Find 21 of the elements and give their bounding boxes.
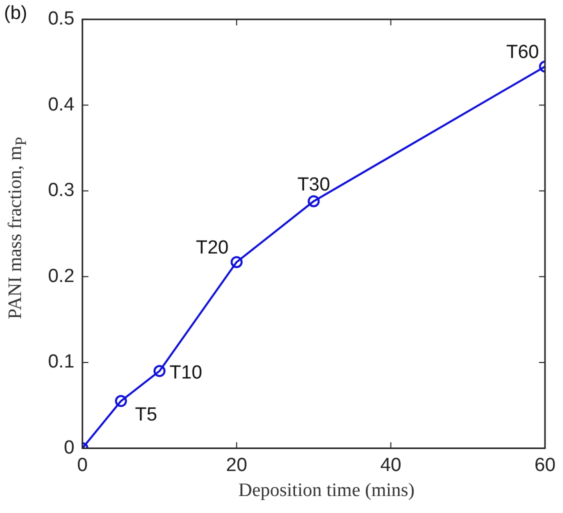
x-tick-label: 20 [226,454,248,476]
annotation: T60 [506,42,539,63]
y-tick-label: 0.3 [48,180,74,202]
y-tick-label: 0.4 [48,94,75,116]
text: (b) [4,3,28,24]
annotation: T30 [297,174,330,196]
x-tick-label: 40 [380,454,402,476]
x-axis-title: Deposition time (mins) [237,480,416,502]
x-tick-label: 0 [77,454,88,476]
y-tick-label: 0.5 [48,8,74,30]
y-tick-label: 0.2 [48,266,74,287]
y-tick-label: 0 [64,437,74,458]
point [308,195,320,208]
annotation: T10 [170,362,202,384]
y-tick-label: 0.1 [48,352,74,373]
point [114,395,127,408]
x-tick-label: 60 [534,454,556,476]
point [230,256,243,268]
point [154,365,166,378]
annotation: T20 [196,237,229,258]
annotation: T5 [134,404,158,426]
